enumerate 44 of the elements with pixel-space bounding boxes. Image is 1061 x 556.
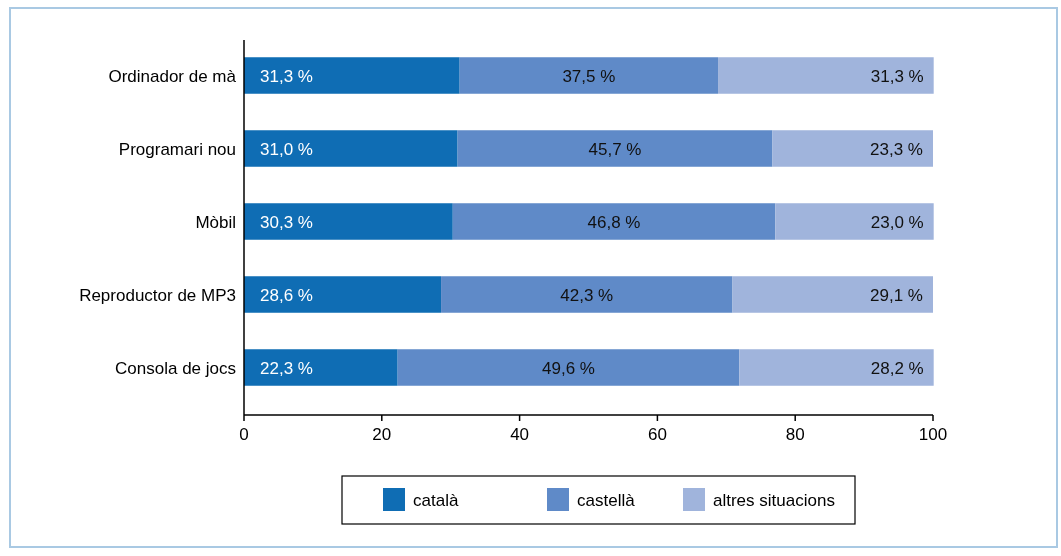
bar: [772, 130, 933, 167]
data-label: 22,3 %: [260, 358, 313, 378]
data-label: 45,7 %: [588, 139, 642, 159]
x-tick-label: 100: [918, 425, 948, 444]
data-label: 31,3 %: [870, 66, 924, 86]
data-label: 46,8 %: [587, 212, 641, 232]
bar: [457, 130, 773, 167]
data-label: 28,2 %: [870, 358, 924, 378]
data-label: 23,0 %: [870, 212, 924, 232]
data-label: 23,3 %: [870, 139, 923, 159]
bar: [244, 57, 460, 94]
legend-label: català: [413, 491, 459, 510]
bar: [397, 349, 740, 386]
data-label: 31,3 %: [260, 66, 313, 86]
x-tick-label: 40: [510, 425, 530, 444]
x-tick-label: 0: [239, 425, 249, 444]
legend-label: castellà: [577, 491, 636, 510]
bar: [441, 276, 733, 313]
data-label: 29,1 %: [870, 285, 923, 305]
bar: [244, 276, 442, 313]
bar: [732, 276, 933, 313]
x-tick-label: 80: [785, 425, 805, 444]
x-tick-label: 20: [372, 425, 392, 444]
bar: [244, 349, 398, 386]
bar: [739, 349, 934, 386]
legend-label: altres situacions: [713, 491, 835, 510]
data-label: 37,5 %: [562, 66, 616, 86]
data-label: 28,6 %: [260, 285, 313, 305]
y-tick-label: Mòbil: [195, 212, 236, 232]
bar: [244, 130, 458, 167]
bar: [452, 203, 776, 240]
x-tick-label: 60: [647, 425, 667, 444]
bar: [459, 57, 719, 94]
data-label: 31,0 %: [260, 139, 313, 159]
bar: [718, 57, 934, 94]
bar: [244, 203, 453, 240]
y-tick-label: Programari nou: [118, 139, 236, 159]
bar: [775, 203, 934, 240]
y-tick-label: Ordinador de mà: [108, 66, 237, 86]
data-label: 30,3 %: [260, 212, 313, 232]
data-label: 49,6 %: [542, 358, 595, 378]
data-label: 42,3 %: [560, 285, 614, 305]
y-tick-label: Consola de jocs: [115, 358, 236, 378]
y-tick-label: Reproductor de MP3: [79, 285, 236, 305]
